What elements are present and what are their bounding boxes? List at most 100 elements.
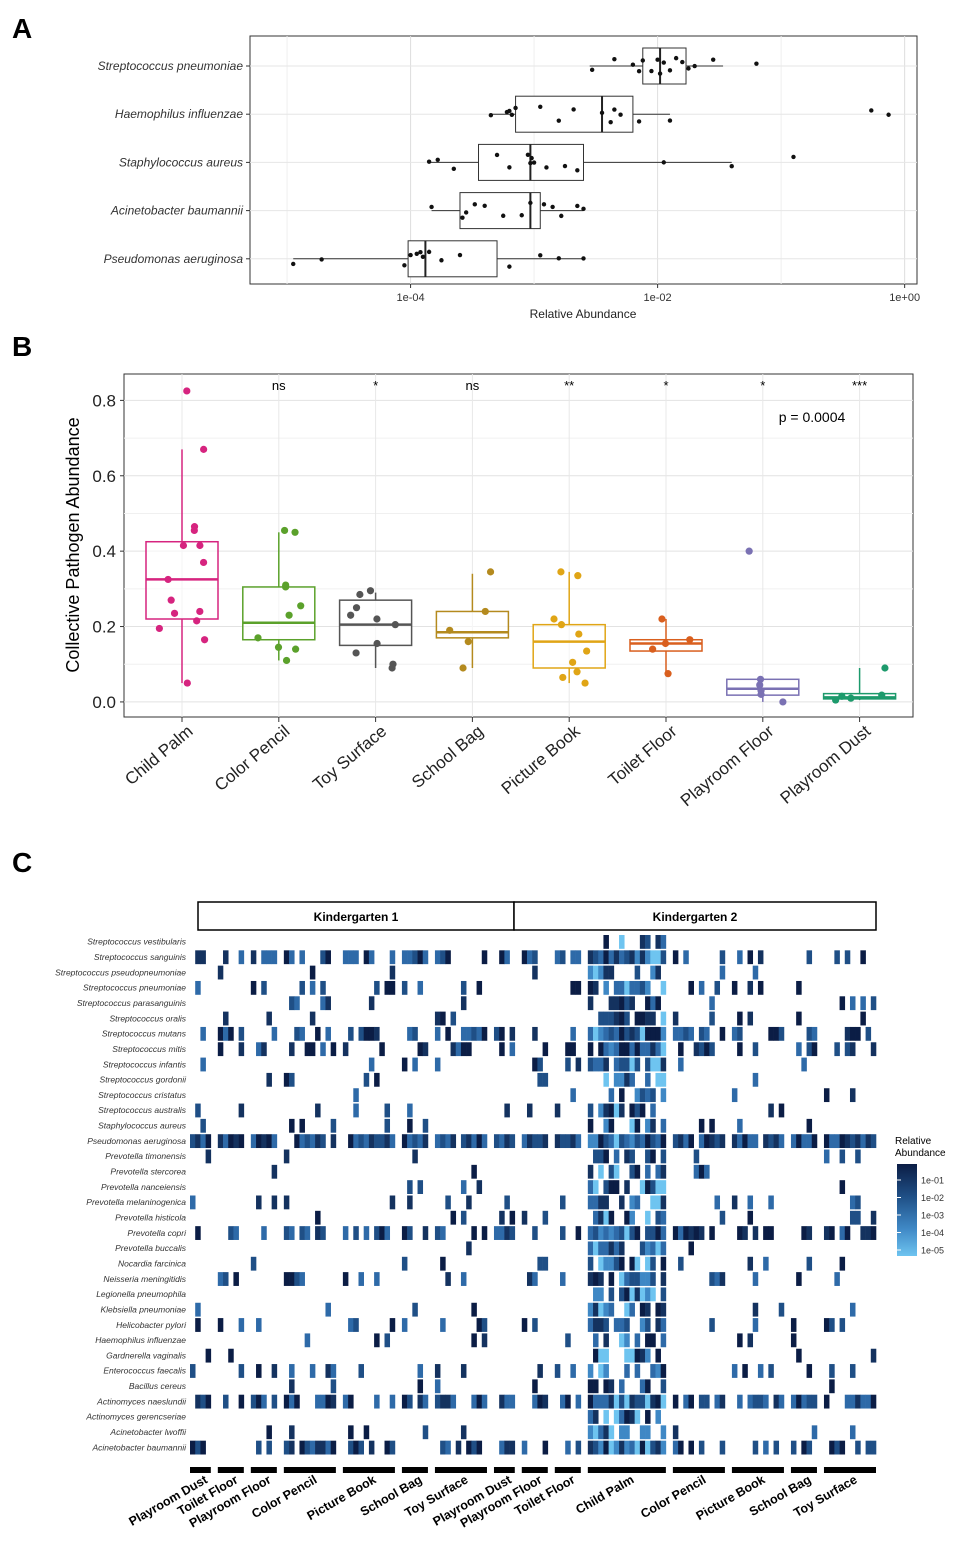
heatmap-cell — [634, 1348, 641, 1363]
heatmap-cell — [629, 1149, 635, 1164]
heatmap-row-label: Streptococcus vestibularis — [87, 937, 186, 947]
heatmap-cell — [639, 1180, 646, 1194]
heatmap-cell — [608, 1425, 615, 1440]
panel-b-plot-area — [123, 373, 914, 718]
panel-a-data-point — [661, 60, 666, 65]
panel-b-y-ticks: 0.0 0.2 0.4 0.6 0.8 — [92, 391, 124, 712]
panel-b-data-point — [745, 547, 753, 555]
heatmap-cell — [645, 1333, 651, 1348]
heatmap-cell — [384, 1226, 391, 1240]
heatmap-cell — [266, 1440, 272, 1455]
heatmap-cell — [801, 1440, 807, 1455]
heatmap-cell — [460, 1180, 467, 1194]
heatmap-cell — [823, 1394, 830, 1409]
heatmap-cells — [190, 935, 877, 1455]
heatmap-cell — [683, 1226, 689, 1240]
heatmap-cell — [608, 1210, 615, 1225]
heatmap-cell — [757, 1394, 764, 1409]
heatmap-cell — [613, 1164, 620, 1179]
heatmap-cell — [655, 1410, 661, 1424]
heatmap-cell — [613, 1026, 620, 1041]
heatmap-cell — [757, 950, 764, 965]
heatmap-cell — [608, 1241, 615, 1256]
heatmap-cell — [698, 1118, 705, 1133]
heatmap-cell — [778, 1302, 785, 1317]
heatmap-cell — [504, 1394, 510, 1409]
heatmap-cell — [565, 1134, 571, 1149]
panel-a-data-point — [649, 68, 654, 74]
heatmap-cell — [655, 1164, 661, 1179]
panel-b-data-point — [352, 604, 361, 612]
heatmap-cell — [811, 1026, 818, 1041]
heatmap-cell — [587, 1440, 594, 1455]
heatmap-cell — [445, 1026, 451, 1041]
heatmap-cell — [593, 1241, 599, 1256]
panel-b-data-point — [366, 587, 375, 595]
heatmap-cell — [532, 1026, 538, 1041]
heatmap-cell — [709, 1118, 715, 1133]
heatmap-cell — [752, 1042, 759, 1057]
heatmap-cell — [389, 980, 396, 995]
heatmap-cell — [619, 935, 625, 949]
heatmap-cell — [855, 1149, 861, 1164]
heatmap-cell — [645, 1118, 651, 1133]
heatmap-cell — [532, 950, 538, 965]
heatmap-cell — [374, 1272, 380, 1286]
heatmap-cell — [613, 1011, 620, 1026]
heatmap-cell — [289, 1226, 295, 1240]
heatmap-cell — [639, 1134, 646, 1149]
heatmap-cell — [261, 1042, 267, 1057]
heatmap-cell — [560, 1195, 566, 1210]
heatmap-cell — [434, 1379, 441, 1394]
heatmap-cell — [593, 980, 599, 995]
heatmap-cell — [537, 1364, 543, 1378]
heatmap-cell — [598, 1272, 604, 1286]
heatmap-cell — [778, 1026, 785, 1041]
panel-b-data-point — [661, 639, 670, 648]
heatmap-cell — [806, 1226, 813, 1240]
heatmap-cell — [655, 1241, 661, 1256]
heatmap-cell — [389, 1195, 396, 1210]
heatmap-cell — [570, 1026, 576, 1041]
heatmap-column-group-bar — [250, 1467, 277, 1473]
heatmap-cell — [384, 1333, 391, 1348]
heatmap-cell — [238, 950, 245, 965]
heatmap-cell — [603, 1011, 609, 1026]
heatmap-cell — [593, 1440, 599, 1455]
legend-title-line-1: Relative — [895, 1136, 932, 1147]
heatmap-cell — [374, 1394, 380, 1409]
heatmap-cell — [624, 1302, 630, 1317]
heatmap-cell — [655, 1302, 661, 1317]
heatmap-cell — [412, 1149, 418, 1164]
heatmap-cell — [650, 950, 656, 965]
heatmap-cell — [587, 1364, 594, 1378]
heatmap-cell — [532, 1272, 538, 1286]
heatmap-cell — [698, 1026, 705, 1041]
panel-a-data-point — [460, 215, 465, 220]
heatmap-cell — [593, 1333, 599, 1348]
heatmap-column-group-bar — [554, 1467, 581, 1473]
heatmap-cell — [650, 1195, 656, 1210]
heatmap-row-label: Prevotella nanceiensis — [101, 1182, 187, 1192]
panel-a-data-point — [507, 165, 512, 170]
heatmap-cell — [688, 1394, 694, 1409]
panel-b-data-point — [297, 602, 305, 610]
heatmap-cell — [603, 1440, 609, 1455]
heatmap-cell — [422, 1226, 429, 1240]
panel-a-box — [459, 192, 541, 230]
panel-b-data-point — [388, 664, 396, 672]
heatmap-cell — [504, 1134, 510, 1149]
heatmap-cell — [655, 996, 661, 1011]
heatmap-cell — [526, 950, 533, 965]
panel-a-category-labels: Streptococcus pneumoniae Haemophilus infl… — [98, 59, 250, 266]
heatmap-cell — [660, 935, 667, 949]
heatmap-cell — [460, 1042, 467, 1057]
heatmap-cell — [629, 1348, 635, 1363]
heatmap-cell — [389, 1440, 396, 1455]
heatmap-cell — [619, 1379, 625, 1394]
heatmap-cell — [603, 1379, 609, 1394]
heatmap-cell — [554, 950, 561, 965]
panel-b-x-tick-label: School Bag — [408, 722, 487, 792]
panel-a-category-label: Acinetobacter baumannii — [110, 204, 243, 218]
heatmap-cell — [407, 950, 413, 965]
